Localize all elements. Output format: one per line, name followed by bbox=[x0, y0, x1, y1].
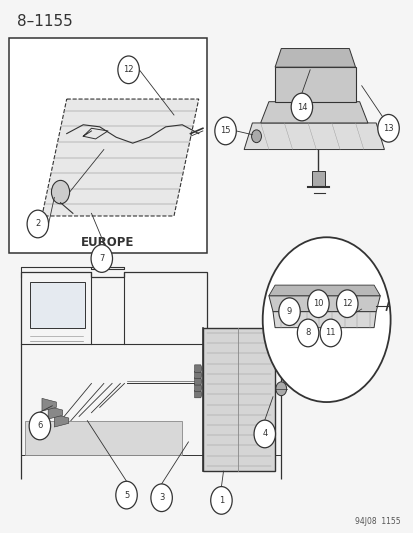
Polygon shape bbox=[268, 296, 380, 312]
Text: 5: 5 bbox=[123, 490, 129, 499]
Circle shape bbox=[116, 481, 137, 509]
Polygon shape bbox=[54, 414, 69, 427]
Text: 15: 15 bbox=[220, 126, 230, 135]
Text: 12: 12 bbox=[341, 299, 352, 308]
Circle shape bbox=[262, 237, 390, 402]
Bar bbox=[202, 328, 274, 471]
Circle shape bbox=[29, 412, 50, 440]
Text: 13: 13 bbox=[382, 124, 393, 133]
Circle shape bbox=[91, 245, 112, 272]
Text: 1: 1 bbox=[218, 496, 223, 505]
Polygon shape bbox=[260, 102, 367, 123]
Polygon shape bbox=[48, 406, 62, 419]
Polygon shape bbox=[274, 49, 355, 67]
Text: EUROPE: EUROPE bbox=[81, 236, 134, 249]
Text: 8: 8 bbox=[305, 328, 310, 337]
Polygon shape bbox=[268, 285, 380, 296]
Circle shape bbox=[307, 290, 328, 318]
Circle shape bbox=[214, 117, 236, 145]
Circle shape bbox=[290, 93, 312, 121]
Text: 12: 12 bbox=[123, 66, 133, 74]
Text: 10: 10 bbox=[312, 299, 323, 308]
Circle shape bbox=[254, 420, 275, 448]
Circle shape bbox=[275, 382, 286, 395]
Bar bbox=[25, 421, 182, 455]
Text: 6: 6 bbox=[37, 422, 43, 431]
Polygon shape bbox=[244, 123, 384, 150]
Text: 3: 3 bbox=[159, 493, 164, 502]
Circle shape bbox=[319, 319, 341, 347]
Text: 14: 14 bbox=[296, 102, 306, 111]
Bar bbox=[274, 67, 355, 102]
Polygon shape bbox=[194, 384, 202, 391]
Text: 7: 7 bbox=[99, 254, 104, 263]
Circle shape bbox=[150, 484, 172, 512]
Circle shape bbox=[51, 180, 69, 204]
Polygon shape bbox=[272, 312, 375, 328]
Circle shape bbox=[297, 319, 318, 347]
Circle shape bbox=[278, 298, 299, 326]
Circle shape bbox=[377, 115, 398, 142]
Polygon shape bbox=[42, 99, 198, 216]
Polygon shape bbox=[194, 365, 202, 372]
Bar bbox=[311, 171, 324, 187]
Circle shape bbox=[118, 56, 139, 84]
Bar bbox=[9, 38, 206, 253]
Circle shape bbox=[251, 130, 261, 143]
Circle shape bbox=[210, 487, 232, 514]
Circle shape bbox=[27, 210, 48, 238]
Text: 9: 9 bbox=[286, 307, 292, 316]
Text: 8–1155: 8–1155 bbox=[17, 14, 73, 29]
Text: 4: 4 bbox=[261, 430, 267, 439]
Polygon shape bbox=[194, 371, 202, 378]
Text: 94J08  1155: 94J08 1155 bbox=[354, 517, 400, 526]
Text: 2: 2 bbox=[35, 220, 40, 229]
Bar bbox=[29, 282, 85, 328]
Polygon shape bbox=[194, 390, 202, 398]
Text: 11: 11 bbox=[325, 328, 335, 337]
Polygon shape bbox=[194, 377, 202, 385]
Circle shape bbox=[336, 290, 357, 318]
Polygon shape bbox=[42, 398, 56, 411]
